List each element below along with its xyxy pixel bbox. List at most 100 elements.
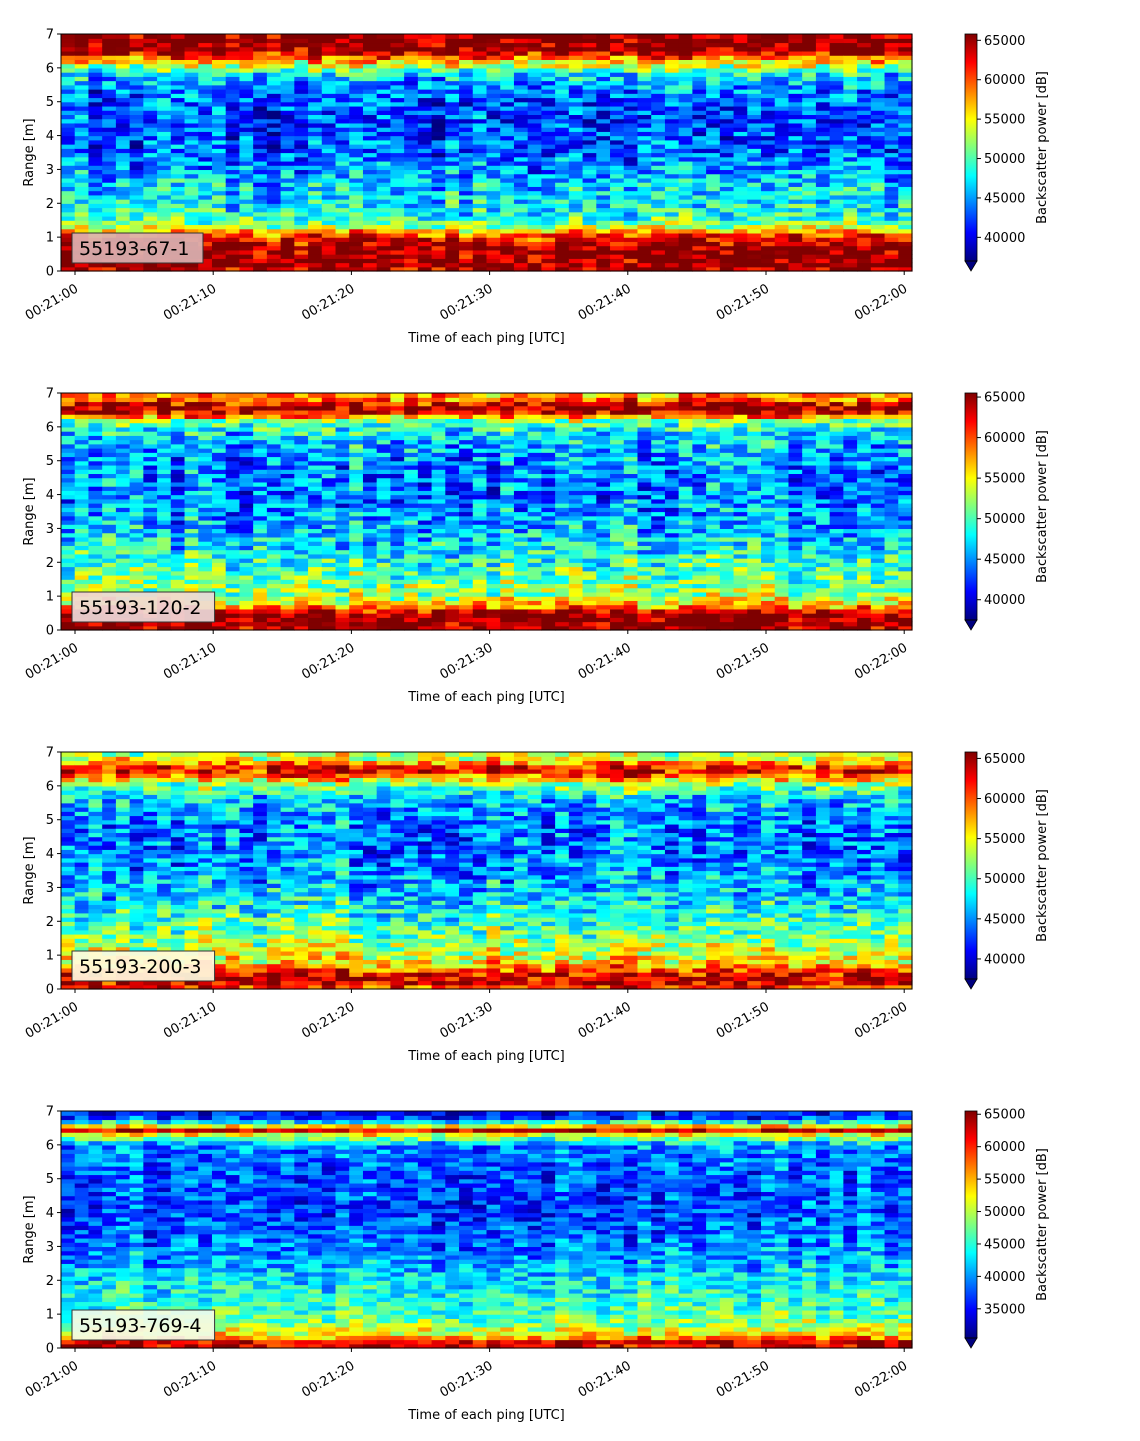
heatmap-cell	[171, 136, 185, 141]
heatmap-cell	[88, 64, 102, 69]
heatmap-cell	[349, 558, 363, 563]
heatmap-cell	[775, 153, 789, 158]
heatmap-cell	[390, 478, 404, 483]
heatmap-cell	[281, 93, 295, 98]
heatmap-cell	[445, 246, 459, 251]
heatmap-cell	[775, 191, 789, 196]
heatmap-cell	[239, 68, 253, 73]
heatmap-cell	[336, 258, 350, 263]
heatmap-cell	[363, 119, 377, 124]
heatmap-cell	[116, 119, 130, 124]
heatmap-cell	[500, 178, 514, 183]
heatmap-cell	[885, 254, 899, 259]
heatmap-cell	[102, 72, 116, 77]
heatmap-cell	[143, 541, 157, 546]
heatmap-cell	[706, 42, 720, 47]
heatmap-cell	[171, 161, 185, 166]
heatmap-cell	[610, 233, 624, 238]
heatmap-cell	[487, 191, 501, 196]
heatmap-cell	[267, 47, 281, 52]
heatmap-cell	[281, 127, 295, 132]
heatmap-cell	[651, 55, 665, 60]
heatmap-cell	[720, 148, 734, 153]
y-tick-label: 3	[46, 163, 54, 178]
heatmap-cell	[185, 186, 199, 191]
heatmap-cell	[830, 178, 844, 183]
heatmap-cell	[596, 76, 610, 81]
heatmap-cell	[185, 119, 199, 124]
heatmap-cell	[294, 545, 308, 550]
heatmap-cell	[253, 448, 267, 453]
heatmap-cell	[349, 414, 363, 419]
heatmap-cell	[102, 102, 116, 107]
heatmap-cell	[239, 89, 253, 94]
heatmap-cell	[185, 537, 199, 542]
heatmap-cell	[281, 456, 295, 461]
heatmap-cell	[473, 191, 487, 196]
heatmap-cell	[143, 456, 157, 461]
heatmap-cell	[363, 199, 377, 204]
heatmap-cell	[706, 89, 720, 94]
heatmap-cell	[802, 237, 816, 242]
heatmap-cell	[404, 169, 418, 174]
heatmap-cell	[816, 169, 830, 174]
heatmap-cell	[336, 136, 350, 141]
heatmap-cell	[226, 478, 240, 483]
heatmap-cell	[706, 186, 720, 191]
heatmap-cell	[377, 622, 391, 627]
heatmap-cell	[308, 617, 322, 622]
heatmap-cell	[761, 89, 775, 94]
heatmap-cell	[143, 499, 157, 504]
heatmap-cell	[75, 558, 89, 563]
colorbar-tick-label: 50000	[984, 152, 1025, 167]
heatmap-cell	[802, 191, 816, 196]
heatmap-cell	[487, 233, 501, 238]
heatmap-cell	[734, 199, 748, 204]
heatmap-cell	[747, 76, 761, 81]
heatmap-cell	[322, 503, 336, 508]
heatmap-cell	[583, 169, 597, 174]
heatmap-cell	[61, 541, 75, 546]
heatmap-cell	[583, 42, 597, 47]
heatmap-cell	[459, 38, 473, 43]
heatmap-cell	[322, 410, 336, 415]
heatmap-cell	[102, 541, 116, 546]
heatmap-cell	[267, 571, 281, 576]
heatmap-cell	[253, 136, 267, 141]
heatmap-cell	[130, 42, 144, 47]
heatmap-cell	[885, 220, 899, 225]
heatmap-cell	[885, 93, 899, 98]
heatmap-cell	[871, 148, 885, 153]
heatmap-cell	[418, 229, 432, 234]
heatmap-cell	[802, 174, 816, 179]
heatmap-cell	[500, 131, 514, 136]
heatmap-cell	[143, 550, 157, 555]
heatmap-cell	[336, 186, 350, 191]
heatmap-cell	[294, 250, 308, 255]
heatmap-cell	[322, 174, 336, 179]
heatmap-cell	[404, 440, 418, 445]
heatmap-cell	[349, 148, 363, 153]
heatmap-cell	[363, 512, 377, 517]
heatmap-cell	[226, 144, 240, 149]
heatmap-cell	[651, 186, 665, 191]
heatmap-cell	[843, 81, 857, 86]
heatmap-cell	[185, 528, 199, 533]
heatmap-cell	[555, 148, 569, 153]
heatmap-cell	[171, 51, 185, 56]
heatmap-cell	[185, 34, 199, 39]
heatmap-cell	[349, 435, 363, 440]
heatmap-cell	[198, 76, 212, 81]
heatmap-cell	[116, 575, 130, 580]
heatmap-cell	[253, 600, 267, 605]
heatmap-cell	[473, 47, 487, 52]
heatmap-cell	[198, 93, 212, 98]
heatmap-cell	[294, 258, 308, 263]
heatmap-cell	[363, 169, 377, 174]
heatmap-cell	[349, 550, 363, 555]
heatmap-cell	[349, 575, 363, 580]
heatmap-cell	[445, 106, 459, 111]
heatmap-cell	[857, 106, 871, 111]
heatmap-cell	[281, 199, 295, 204]
heatmap-cell	[294, 72, 308, 77]
